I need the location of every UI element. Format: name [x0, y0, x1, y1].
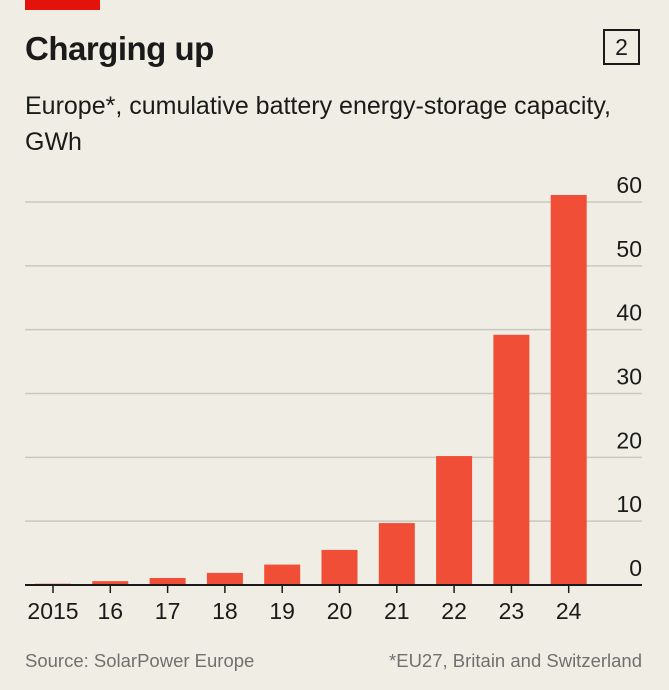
x-tick-label: 20: [327, 598, 353, 624]
bar: [264, 564, 301, 585]
bar: [321, 549, 358, 585]
y-tick-label: 30: [616, 364, 642, 390]
footnote: *EU27, Britain and Switzerland: [389, 650, 642, 671]
y-tick-label: 10: [616, 491, 642, 517]
bar: [550, 194, 587, 585]
chart-title: Charging up: [25, 30, 214, 67]
bar: [149, 577, 186, 585]
source-note: Source: SolarPower Europe: [25, 650, 255, 671]
x-tick-label: 22: [441, 598, 467, 624]
brand-red-tab: [25, 0, 100, 10]
y-tick-label: 40: [616, 300, 642, 326]
bar: [92, 581, 129, 585]
x-tick-label: 18: [212, 598, 238, 624]
chart-subtitle: Europe*, cumulative battery energy-stora…: [25, 92, 611, 156]
bar-chart: 0 10 20 30 40 50 60 2015 16 17 18 19 20 21 22 23 24: [25, 172, 642, 624]
y-tick-label: 0: [629, 555, 642, 581]
x-tick-label: 23: [499, 598, 525, 624]
y-tick-label: 20: [616, 427, 642, 453]
x-tick-label: 24: [556, 598, 582, 624]
x-tick-label: 19: [269, 598, 295, 624]
bar: [493, 334, 530, 585]
x-tick-label: 17: [155, 598, 181, 624]
x-tick-label: 16: [98, 598, 124, 624]
x-tick-label: 21: [384, 598, 410, 624]
x-tick-label: 2015: [27, 598, 78, 624]
y-tick-label: 60: [616, 172, 642, 198]
bar: [436, 456, 473, 585]
chart-number-badge: 2: [603, 29, 640, 65]
y-tick-label: 50: [616, 236, 642, 262]
bar: [206, 572, 243, 585]
bar: [378, 523, 415, 585]
